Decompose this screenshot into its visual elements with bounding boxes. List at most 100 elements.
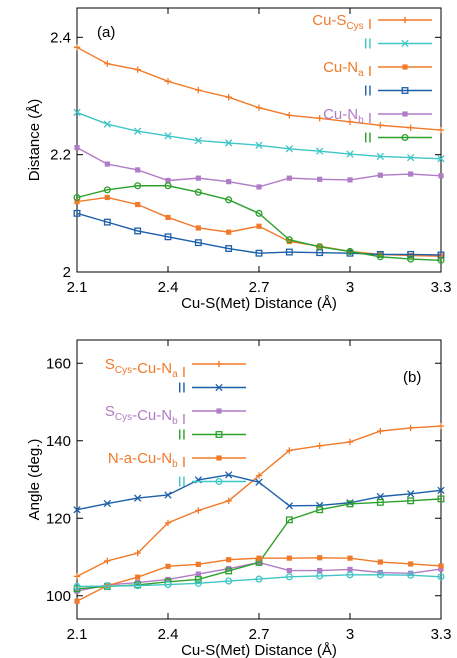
- data-point: [256, 555, 262, 561]
- data-point: [256, 184, 262, 190]
- legend-entry: SCys-Cu-Nb I: [105, 403, 186, 428]
- data-point: [195, 175, 201, 181]
- series-line: [76, 474, 442, 511]
- data-point: [438, 563, 444, 569]
- data-point: [195, 225, 201, 231]
- legend-entry: II: [364, 83, 372, 100]
- data-point: [346, 571, 354, 579]
- data-point: [347, 177, 353, 183]
- data-point: [255, 249, 263, 257]
- data-point: [377, 559, 383, 565]
- y-tick-label: 2.2: [50, 147, 71, 164]
- data-point: [408, 171, 414, 177]
- x-tick-label: 2.1: [67, 279, 88, 296]
- data-point: [285, 573, 293, 581]
- data-point: [377, 427, 384, 435]
- data-point: [347, 566, 353, 572]
- data-point: [194, 188, 202, 196]
- data-point: [134, 549, 141, 557]
- data-point: [255, 209, 263, 217]
- x-axis-label: Cu-S(Met) Distance (Å): [181, 295, 337, 312]
- data-point: [135, 167, 141, 173]
- data-point: [164, 182, 172, 190]
- data-point: [316, 115, 323, 122]
- legend-swatch-marker: [215, 360, 223, 368]
- data-point: [164, 233, 172, 241]
- data-point: [317, 567, 323, 574]
- data-point: [226, 179, 232, 185]
- data-point: [255, 104, 263, 111]
- data-point: [164, 132, 172, 140]
- series-line: [76, 425, 442, 577]
- series: [73, 108, 445, 163]
- y-tick-label: 2.4: [50, 29, 71, 46]
- legend-entry: II: [364, 130, 372, 147]
- data-point: [286, 238, 292, 245]
- legend-entry: II: [178, 427, 186, 444]
- chart-panel-a: 2.1 2.4 2.7 3 3.322.22.4Cu-S(Met) Distance (…: [26, 7, 451, 312]
- data-point: [286, 555, 292, 561]
- data-point: [285, 145, 293, 153]
- data-point: [103, 582, 111, 590]
- data-point: [134, 127, 142, 135]
- legend-entry: Cu-Na I: [323, 59, 372, 80]
- plot-frame: [76, 339, 442, 620]
- series: [73, 182, 445, 264]
- data-point: [165, 563, 171, 569]
- data-point: [437, 573, 445, 581]
- series: [73, 422, 445, 580]
- data-point: [225, 139, 233, 147]
- data-point: [437, 155, 445, 163]
- data-point: [407, 153, 415, 162]
- data-point: [104, 557, 111, 565]
- x-tick-label: 2.4: [158, 279, 179, 296]
- data-point: [194, 136, 202, 145]
- data-point: [346, 438, 354, 446]
- legend-entry: N-a-Cu-Nb I: [108, 450, 186, 471]
- series: [73, 44, 445, 134]
- data-point: [164, 519, 172, 527]
- data-point: [316, 501, 324, 510]
- data-point: [255, 575, 263, 583]
- data-point: [347, 555, 353, 561]
- data-point: [164, 580, 172, 589]
- data-point: [194, 576, 202, 583]
- data-point: [286, 567, 292, 574]
- data-point: [165, 214, 171, 221]
- data-point: [437, 256, 445, 264]
- data-point: [73, 193, 81, 202]
- data-point: [376, 492, 384, 501]
- data-point: [225, 577, 233, 585]
- x-tick-label: 2.7: [249, 279, 270, 296]
- legend-swatch-marker: [215, 383, 223, 392]
- data-point: [134, 66, 141, 73]
- data-point: [377, 122, 384, 129]
- data-point: [73, 506, 81, 514]
- data-point: [437, 126, 445, 134]
- data-point: [256, 223, 262, 229]
- data-point: [346, 247, 354, 256]
- legend-swatch-marker: [216, 455, 222, 461]
- x-tick-label: 2.7: [249, 626, 270, 643]
- data-point: [103, 120, 111, 128]
- data-point: [255, 141, 263, 149]
- data-point: [408, 561, 414, 567]
- legend-entry: II: [364, 36, 372, 53]
- data-point: [346, 500, 354, 508]
- data-point: [407, 424, 414, 432]
- x-axis-label: Cu-S(Met) Distance (Å): [181, 642, 337, 658]
- legend-swatch-marker: [216, 408, 222, 414]
- series-line: [76, 574, 442, 588]
- data-point: [316, 572, 324, 580]
- data-point: [346, 150, 354, 158]
- data-point: [226, 557, 232, 563]
- data-point: [225, 196, 233, 204]
- data-point: [225, 497, 232, 505]
- data-point: [225, 471, 233, 479]
- y-axis-label: Distance (Å): [26, 99, 43, 182]
- data-point: [346, 118, 354, 126]
- series-line: [76, 498, 442, 590]
- data-point: [74, 598, 80, 604]
- data-point: [73, 209, 81, 217]
- y-tick-label: 2: [63, 264, 71, 281]
